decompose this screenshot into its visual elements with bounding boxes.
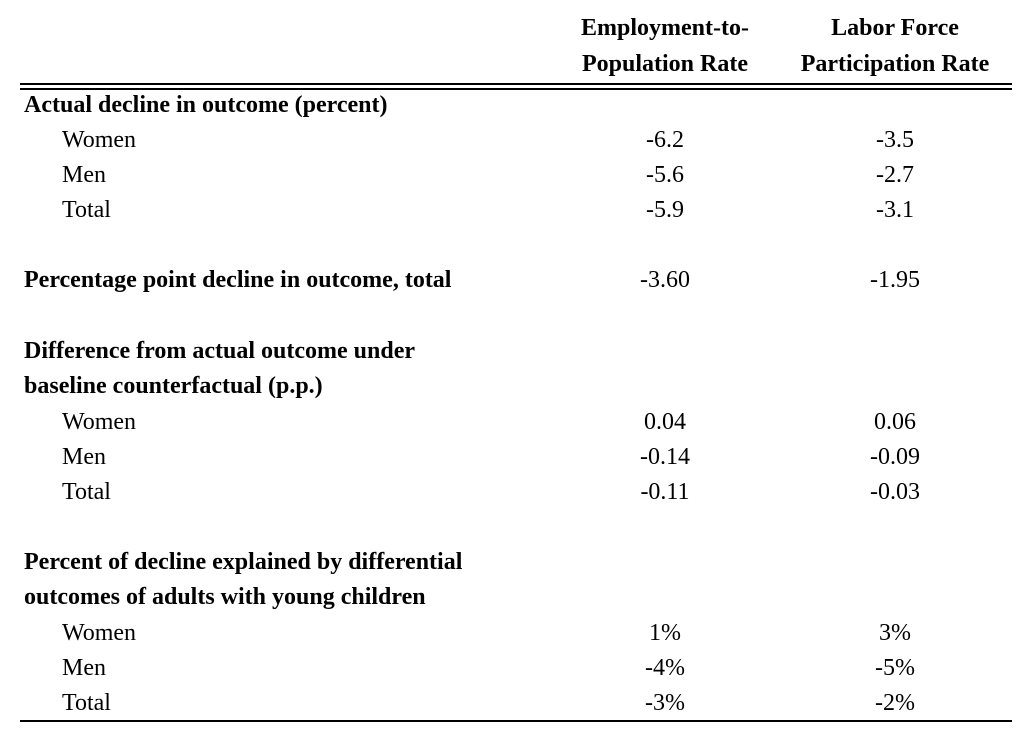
section-title: Percent of decline explained by differen…	[24, 549, 463, 575]
row-label: Total	[62, 197, 111, 223]
cell-participation-rate: -0.03	[870, 479, 920, 505]
row-label: Men	[62, 162, 106, 188]
cell-employment-rate: -5.6	[646, 162, 684, 188]
cell-participation-rate: 0.06	[874, 409, 916, 435]
table-row: Men -5.6 -2.7	[0, 158, 1024, 193]
cell-employment-rate: 1%	[649, 620, 681, 646]
row-label: Women	[62, 127, 137, 153]
section-title: baseline counterfactual (p.p.)	[24, 373, 323, 399]
table-row: Women 1% 3%	[0, 616, 1024, 651]
table-row: Men -4% -5%	[0, 651, 1024, 686]
cell-participation-rate: -2.7	[876, 162, 914, 188]
column-header-employment-to-population-rate: Employment-to- Population Rate	[565, 10, 765, 82]
table-row: Total -3% -2%	[0, 686, 1024, 721]
section-title: Percentage point decline in outcome, tot…	[24, 267, 452, 293]
section-title-row: Actual decline in outcome (percent)	[0, 88, 1024, 123]
row-label: Men	[62, 655, 106, 681]
column-header-line: Population Rate	[581, 51, 748, 77]
header-top-rule	[20, 83, 1012, 85]
section-title-row: Percent of decline explained by differen…	[0, 545, 1024, 580]
cell-participation-rate: -3.5	[876, 127, 914, 153]
table-row: Men -0.14 -0.09	[0, 440, 1024, 475]
cell-employment-rate: 0.04	[644, 409, 686, 435]
cell-participation-rate: 3%	[879, 620, 911, 646]
section-title: Actual decline in outcome (percent)	[24, 92, 388, 118]
column-header-line: Participation Rate	[800, 51, 990, 77]
section-title-row: Percentage point decline in outcome, tot…	[0, 263, 1024, 298]
section-title-row: outcomes of adults with young children	[0, 580, 1024, 615]
cell-participation-rate: -1.95	[870, 267, 920, 293]
cell-employment-rate: -0.14	[640, 444, 690, 470]
row-label: Women	[62, 620, 137, 646]
cell-participation-rate: -2%	[875, 690, 915, 716]
row-label: Total	[62, 690, 111, 716]
cell-employment-rate: -0.11	[640, 479, 690, 505]
cell-employment-rate: -4%	[645, 655, 685, 681]
cell-employment-rate: -6.2	[646, 127, 684, 153]
cell-participation-rate: -3.1	[876, 197, 914, 223]
table-row: Total -5.9 -3.1	[0, 193, 1024, 228]
cell-participation-rate: -5%	[875, 655, 915, 681]
cell-participation-rate: -0.09	[870, 444, 920, 470]
column-header-line: Labor Force	[831, 15, 959, 41]
cell-employment-rate: -3%	[645, 690, 685, 716]
column-header-line: Employment-to-	[581, 15, 749, 41]
section-title: Difference from actual outcome under	[24, 338, 416, 364]
row-label: Total	[62, 479, 111, 505]
table-row: Women 0.04 0.06	[0, 405, 1024, 440]
row-label: Women	[62, 409, 137, 435]
section-title-row: baseline counterfactual (p.p.)	[0, 369, 1024, 404]
cell-employment-rate: -3.60	[640, 267, 690, 293]
table-row: Women -6.2 -3.5	[0, 123, 1024, 158]
table-row: Total -0.11 -0.03	[0, 475, 1024, 510]
row-label: Men	[62, 444, 106, 470]
section-title: outcomes of adults with young children	[24, 584, 426, 610]
header-bottom-rule	[20, 88, 1012, 90]
section-title-row: Difference from actual outcome under	[0, 334, 1024, 369]
column-header-labor-force-participation-rate: Labor Force Participation Rate	[782, 10, 1008, 82]
table-bottom-rule	[20, 720, 1012, 722]
cell-employment-rate: -5.9	[646, 197, 684, 223]
